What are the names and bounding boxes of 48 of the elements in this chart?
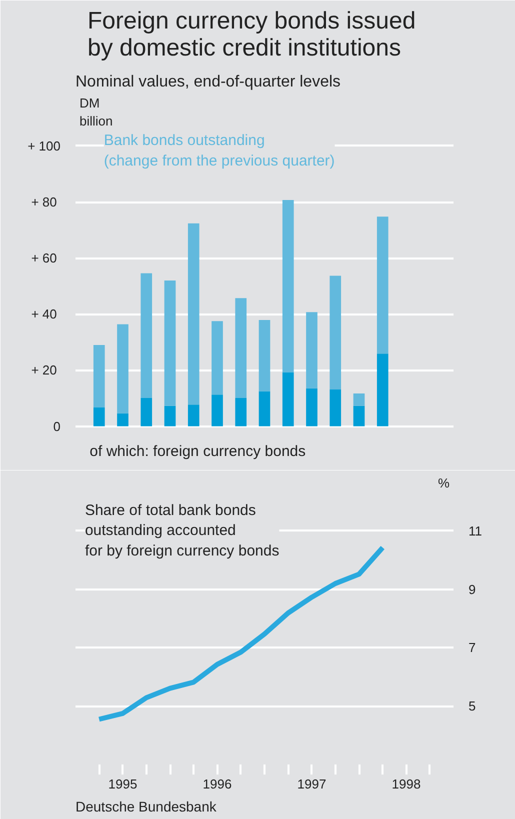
y2-tick-label: 7 xyxy=(468,640,476,656)
bar xyxy=(140,273,152,398)
x-tick-label: 1998 xyxy=(392,776,421,792)
chart-subtitle: Nominal values, end-of-quarter levels xyxy=(76,74,341,90)
bar xyxy=(235,298,247,398)
bar xyxy=(306,312,318,388)
bar xyxy=(117,413,128,426)
y2-tick-label: 11 xyxy=(468,523,482,538)
bar xyxy=(188,404,200,426)
y-tick-label: + 20 xyxy=(31,362,57,378)
bar xyxy=(117,324,128,414)
bar xyxy=(353,393,365,406)
y-tick-label: + 100 xyxy=(28,138,61,154)
text: Deutsche Bundesbank xyxy=(76,798,218,814)
bar xyxy=(330,390,342,426)
bar xyxy=(93,407,105,426)
bar xyxy=(212,321,223,395)
bar xyxy=(212,394,223,426)
y-tick-label: + 80 xyxy=(31,194,57,210)
y-tick-label: + 40 xyxy=(31,306,57,322)
bar xyxy=(258,391,270,426)
bar xyxy=(282,372,294,426)
bar xyxy=(376,216,388,354)
bar xyxy=(258,320,270,392)
x-tick-label: 1997 xyxy=(297,776,326,792)
y-tick-label: + 60 xyxy=(31,250,57,266)
bar xyxy=(282,200,294,372)
chart-title: Foreign currency bonds issued by domestic credit institutions xyxy=(88,8,416,62)
y2-tick-label: 9 xyxy=(468,582,476,597)
bar xyxy=(353,406,365,426)
text: Share of total bank bonds outstanding accounted for by foreign currency bonds xyxy=(84,502,280,560)
y-axis-title: DM billion xyxy=(80,96,113,128)
bar xyxy=(306,388,318,426)
bar xyxy=(93,344,105,408)
bar xyxy=(164,406,176,426)
series-label: of which: foreign currency bonds xyxy=(90,442,306,460)
text: Bank bonds outstanding (change from the previous quarter) xyxy=(104,132,335,170)
bar xyxy=(164,280,176,406)
x-tick-label: 1995 xyxy=(108,776,138,792)
bar xyxy=(376,354,388,426)
bar xyxy=(140,398,152,426)
bar xyxy=(188,223,200,405)
bar xyxy=(235,398,247,426)
y-tick-label: 0 xyxy=(53,418,61,434)
y2-tick-label: 5 xyxy=(468,698,476,714)
y2-axis-title: % xyxy=(438,476,450,490)
bar xyxy=(330,276,342,390)
x-tick-label: 1996 xyxy=(202,776,232,792)
